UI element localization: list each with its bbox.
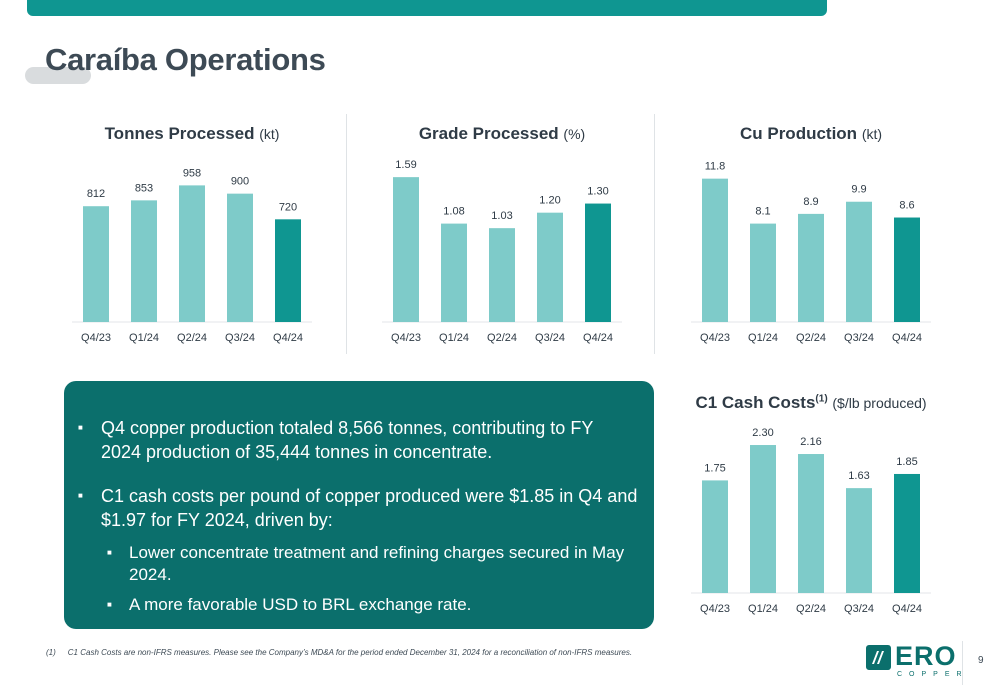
page-number-box — [962, 641, 1000, 685]
bar — [702, 480, 728, 593]
category-label: Q3/24 — [535, 332, 565, 344]
ero-logo-icon — [866, 645, 891, 670]
data-label: 9.9 — [851, 184, 866, 196]
data-label: 1.63 — [848, 470, 869, 482]
category-label: Q1/24 — [748, 332, 778, 344]
bar — [894, 473, 920, 593]
bar — [750, 223, 776, 322]
highlights-panel: Q4 copper production totaled 8,566 tonne… — [64, 381, 654, 629]
bar — [131, 200, 157, 322]
category-label: Q1/24 — [439, 332, 469, 344]
bar — [537, 212, 563, 322]
bar — [702, 178, 728, 322]
bar — [750, 445, 776, 593]
logo-wordmark: ERO — [895, 641, 957, 671]
category-label: Q2/24 — [487, 332, 517, 344]
highlight-item: Q4 copper production totaled 8,566 tonne… — [78, 416, 638, 464]
category-label: Q4/23 — [81, 332, 111, 344]
data-label: 8.9 — [803, 196, 818, 208]
data-label: 2.30 — [752, 427, 773, 439]
category-label: Q3/24 — [844, 332, 874, 344]
data-label: 900 — [231, 176, 249, 188]
category-label: Q3/24 — [844, 603, 874, 615]
chart-svg: 812 Q4/23 853 Q1/24 958 Q2/24 900 Q3/24 720 Q4/24 — [72, 167, 312, 344]
data-label: 812 — [87, 188, 105, 200]
ero-copper-logo: ERO COPPER — [866, 641, 962, 682]
tonnes-processed-chart: 812 Q4/23 853 Q1/24 958 Q2/24 900 Q3/24 720 Q4/24… — [72, 124, 312, 350]
page-title: Caraíba Operations — [45, 42, 326, 77]
top-accent-bar — [27, 0, 827, 16]
grade-processed-chart: 1.59 Q4/23 1.08 Q1/24 1.03 Q2/24 1.20 Q3/24 1.30… — [382, 124, 622, 350]
category-label: Q3/24 — [225, 332, 255, 344]
footnote-marker: (1) — [46, 648, 56, 657]
bar — [846, 201, 872, 322]
data-label: 1.08 — [443, 206, 464, 218]
category-label: Q4/24 — [273, 332, 303, 344]
data-label: 853 — [135, 182, 153, 194]
bar — [798, 213, 824, 322]
data-label: 2.16 — [800, 436, 821, 448]
bar — [585, 203, 611, 322]
chart-svg: 1.59 Q4/23 1.08 Q1/24 1.03 Q2/24 1.20 Q3/24 1.30… — [382, 159, 622, 344]
highlight-item: C1 cash costs per pound of copper produc… — [78, 484, 638, 616]
category-label: Q2/24 — [796, 332, 826, 344]
data-label: 720 — [279, 201, 297, 213]
data-label: 1.30 — [587, 186, 608, 198]
highlight-subitem: A more favorable USD to BRL exchange rat… — [101, 594, 638, 616]
data-label: 1.75 — [704, 462, 725, 474]
highlight-subitem: Lower concentrate treatment and refining… — [101, 542, 638, 586]
category-label: Q1/24 — [129, 332, 159, 344]
highlight-sublist: Lower concentrate treatment and refining… — [101, 542, 638, 616]
category-label: Q4/24 — [583, 332, 613, 344]
chart-title: C1 Cash Costs(1) ($/lb produced) — [695, 393, 927, 412]
data-label: 1.20 — [539, 195, 560, 207]
category-label: Q1/24 — [748, 603, 778, 615]
footnote-text: C1 Cash Costs are non-IFRS measures. Ple… — [67, 648, 633, 657]
chart-divider — [346, 114, 347, 354]
data-label: 1.59 — [395, 159, 416, 171]
chart-divider — [654, 114, 655, 354]
chart-svg: 1.75 Q4/23 2.30 Q1/24 2.16 Q2/24 1.63 Q3/24 1.85… — [691, 427, 931, 615]
chart-title: Grade Processed (%) — [418, 124, 586, 143]
data-label: 1.03 — [491, 210, 512, 222]
page-number: 9 — [978, 655, 984, 666]
category-label: Q4/24 — [892, 332, 922, 344]
data-label: 11.8 — [705, 161, 726, 173]
data-label: 1.85 — [896, 456, 917, 468]
bar — [846, 488, 872, 593]
bar — [83, 206, 109, 322]
title-accent-pill — [25, 67, 91, 84]
bar — [179, 185, 205, 322]
category-label: Q2/24 — [177, 332, 207, 344]
category-label: Q4/23 — [391, 332, 421, 344]
bar — [798, 454, 824, 593]
category-label: Q2/24 — [796, 603, 826, 615]
chart-title: Cu Production (kt) — [739, 124, 883, 143]
data-label: 958 — [183, 167, 201, 179]
data-label: 8.1 — [755, 206, 770, 218]
bar — [489, 228, 515, 322]
chart-title: Tonnes Processed (kt) — [104, 124, 280, 143]
highlights-list: Q4 copper production totaled 8,566 tonne… — [78, 416, 638, 636]
bar — [441, 223, 467, 322]
category-label: Q4/24 — [892, 603, 922, 615]
c1-cash-costs-chart: 1.75 Q4/23 2.30 Q1/24 2.16 Q2/24 1.63 Q3/24 1.85… — [691, 393, 931, 621]
bar — [393, 177, 419, 322]
cu-production-chart: 11.8 Q4/23 8.1 Q1/24 8.9 Q2/24 9.9 Q3/24 8.6 Q4/2… — [691, 124, 931, 350]
bar — [894, 217, 920, 322]
data-label: 8.6 — [899, 200, 914, 212]
category-label: Q4/23 — [700, 332, 730, 344]
category-label: Q4/23 — [700, 603, 730, 615]
bar — [275, 219, 301, 322]
logo-subtext: COPPER — [897, 671, 969, 678]
chart-svg: 11.8 Q4/23 8.1 Q1/24 8.9 Q2/24 9.9 Q3/24 8.6 Q4/2… — [691, 161, 931, 344]
footnote: (1) C1 Cash Costs are non-IFRS measures. … — [46, 648, 632, 657]
bar — [227, 193, 253, 322]
